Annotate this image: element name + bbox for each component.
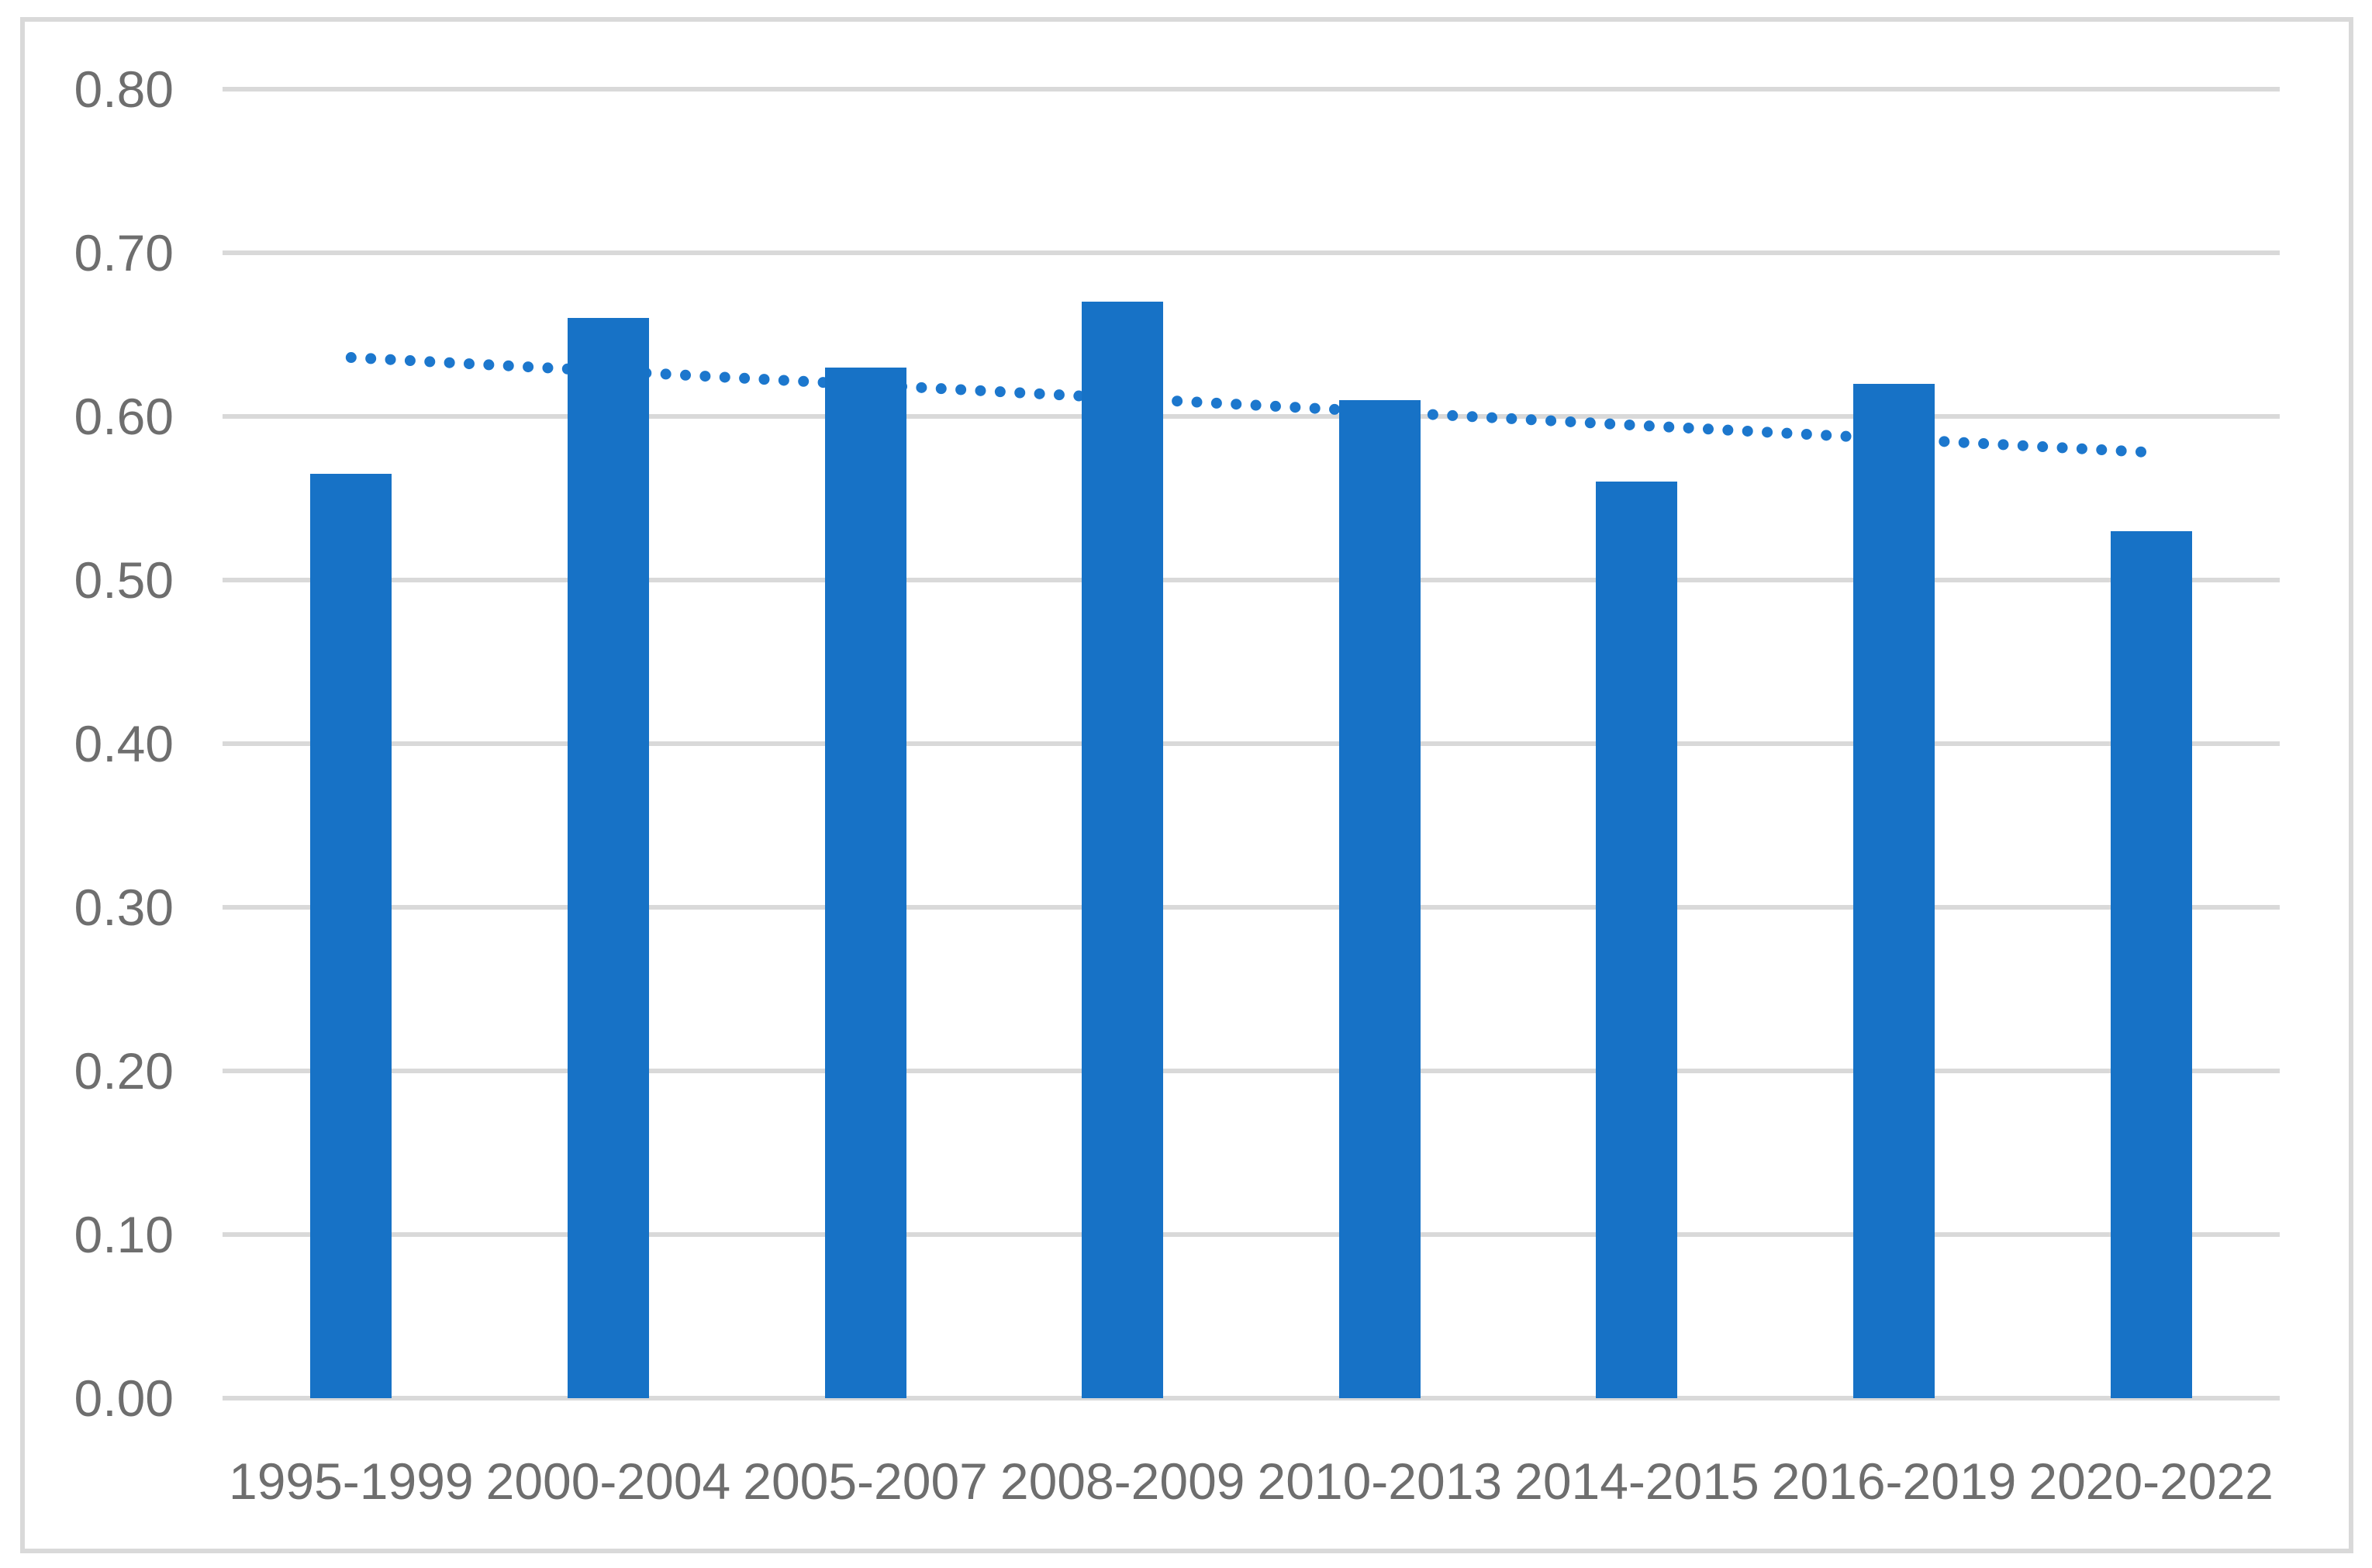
bar-2008-2009 [1082,302,1164,1398]
y-tick-label: 0.80 [74,60,174,118]
gridline-0.30 [223,905,2280,910]
y-tick-label: 0.70 [74,224,174,281]
bar-2016-2019 [1853,383,1935,1398]
trendline [345,352,2157,458]
gridline-0.70 [223,250,2280,255]
x-tick-label: 2020-2022 [2028,1452,2274,1510]
x-tick-label: 1995-1999 [228,1452,474,1510]
bar-2014-2015 [1596,482,1678,1398]
y-tick-label: 0.30 [74,879,174,936]
bar-2010-2013 [1338,399,1421,1398]
y-tick-label: 0.00 [74,1369,174,1427]
x-tick-label: 2014-2015 [1514,1452,1759,1510]
gridline-0.80 [223,87,2280,92]
y-tick-label: 0.20 [74,1042,174,1100]
x-tick-label: 2010-2013 [1257,1452,1503,1510]
gridline-0.20 [223,1069,2280,1073]
x-tick-label: 2008-2009 [1000,1452,1245,1510]
bar-2020-2022 [2110,530,2192,1398]
gridline-0.10 [223,1232,2280,1237]
gridline-0.00 [223,1396,2280,1400]
bar-2005-2007 [824,367,906,1398]
y-tick-label: 0.40 [74,715,174,772]
gridline-0.40 [223,741,2280,746]
bar-2000-2004 [567,318,649,1398]
y-tick-label: 0.50 [74,551,174,609]
gridline-0.60 [223,414,2280,419]
gridline-0.50 [223,578,2280,582]
y-tick-label: 0.10 [74,1206,174,1263]
x-tick-label: 2005-2007 [743,1452,988,1510]
x-tick-label: 2000-2004 [485,1452,731,1510]
bar-1995-1999 [310,473,392,1398]
y-tick-label: 0.60 [74,388,174,445]
chart-plot-border [20,17,2353,1553]
x-tick-label: 2016-2019 [1771,1452,2017,1510]
